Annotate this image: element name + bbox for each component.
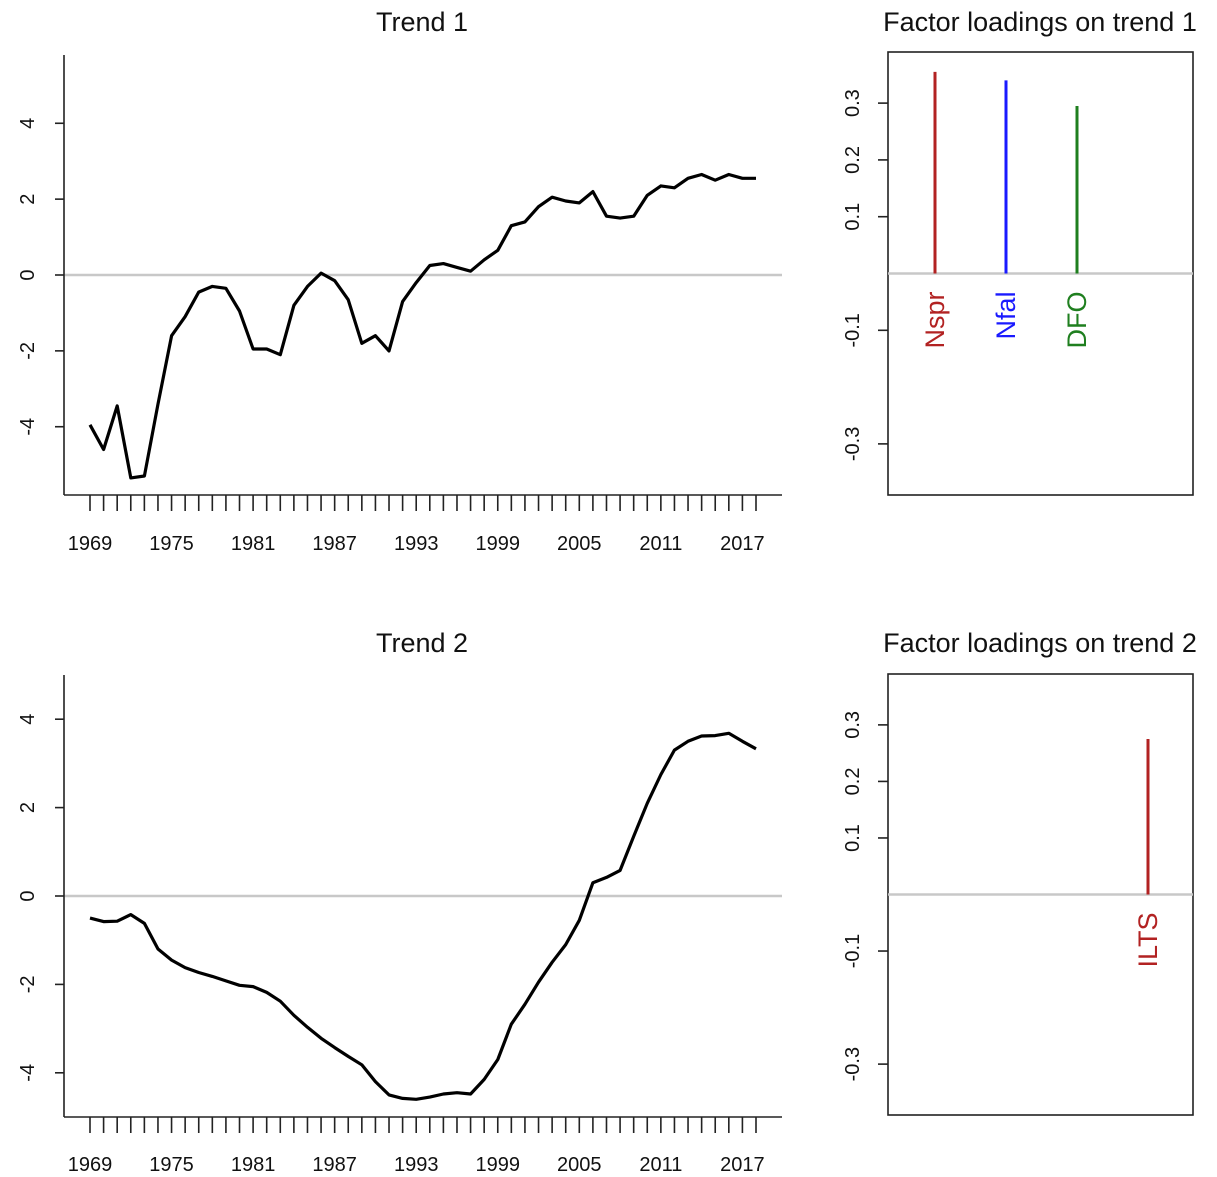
loading-label: DFO [1062, 292, 1092, 349]
y-tick-label: -4 [17, 418, 39, 436]
loadings-panel-1: Factor loadings on trend 1 -0.3 -0.1 0.1 0.2… [842, 7, 1197, 496]
chart-title: Trend 2 [376, 628, 468, 658]
x-tick-label: 1969 [68, 1154, 113, 1176]
x-tick-label: 1969 [68, 533, 113, 555]
y-tick-label: 0.2 [842, 768, 864, 796]
x-tick-label: 2017 [720, 1154, 765, 1176]
trend-panel-2: Trend 2 -4 -2 0 2 4 1969 1975 1981 1987 1993 1999 20… [17, 628, 782, 1176]
y-tick-label: 0.1 [842, 824, 864, 852]
loading-label: Nfal [991, 292, 1021, 340]
chart-title: Trend 1 [376, 7, 468, 37]
loading-label: Nspr [920, 292, 950, 349]
y-tick-label: 4 [17, 714, 39, 725]
x-tick-label: 1975 [149, 1154, 194, 1176]
x-tick-label: 1987 [312, 1154, 357, 1176]
y-tick-label: 4 [17, 118, 39, 129]
trend-line [89, 731, 757, 1101]
y-tick-label: 2 [17, 802, 39, 813]
x-tick-label: 1993 [394, 1154, 439, 1176]
x-tick-label: 2005 [557, 1154, 602, 1176]
x-tick-label: 1987 [312, 533, 357, 555]
y-tick-label: -0.1 [842, 934, 864, 968]
y-tick-label: -0.3 [842, 427, 864, 461]
y-tick-label: 2 [17, 194, 39, 205]
x-tick-label: 1999 [476, 533, 521, 555]
y-tick-label: -4 [17, 1064, 39, 1082]
trend-panel-1: Trend 1 -4 -2 0 2 4 1969 1975 1981 1987 1993 1999 20… [17, 7, 782, 555]
y-tick-label: -2 [17, 342, 39, 360]
y-tick-label: 0 [17, 269, 39, 280]
y-tick-label: -0.1 [842, 313, 864, 347]
x-tick-label: 1993 [394, 533, 439, 555]
loading-label: ILTS [1133, 913, 1163, 968]
y-tick-label: -2 [17, 976, 39, 994]
loadings-panel-2: Factor loadings on trend 2 -0.3 -0.1 0.1 0.2… [842, 628, 1197, 1116]
y-tick-label: -0.3 [842, 1047, 864, 1081]
x-tick-label: 1975 [149, 533, 194, 555]
chart-title: Factor loadings on trend 1 [883, 7, 1197, 37]
x-tick-label: 2005 [557, 533, 602, 555]
y-tick-label: 0.3 [842, 89, 864, 117]
x-tick-label: 1999 [476, 1154, 521, 1176]
x-tick-label: 2011 [639, 1154, 682, 1176]
chart-title: Factor loadings on trend 2 [883, 628, 1197, 658]
x-tick-label: 2011 [639, 533, 682, 555]
x-tick-label: 1981 [231, 533, 276, 555]
x-tick-label: 1981 [231, 1154, 276, 1176]
trend-line [88, 172, 756, 480]
x-tick-label: 2017 [720, 533, 765, 555]
y-tick-label: 0 [17, 890, 39, 901]
y-tick-label: 0.2 [842, 146, 864, 174]
y-tick-label: 0.3 [842, 711, 864, 739]
y-tick-label: 0.1 [842, 203, 864, 231]
